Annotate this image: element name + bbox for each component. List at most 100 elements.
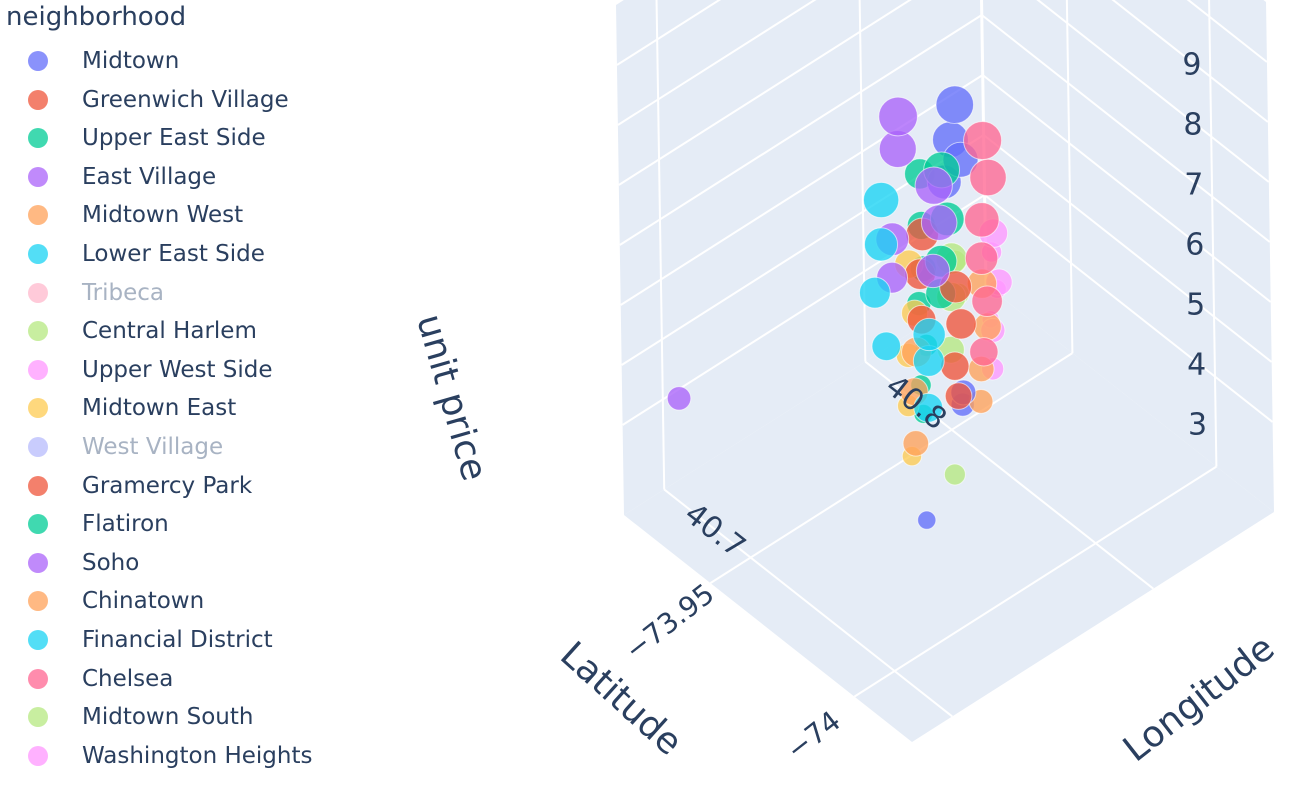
gridline: [1186, 0, 1268, 63]
gridline: [617, 0, 817, 126]
gridline: [980, 0, 988, 286]
data-point[interactable]: [944, 382, 973, 410]
legend-label: Tribeca: [82, 279, 165, 306]
legend-item[interactable]: Soho: [28, 544, 139, 582]
data-point[interactable]: [969, 158, 1007, 197]
data-point[interactable]: [863, 227, 899, 262]
gridline: [663, 488, 953, 718]
legend-item[interactable]: Chelsea: [28, 660, 173, 698]
z-tick-label: 3: [1188, 408, 1207, 443]
legend-item[interactable]: Midtown West: [28, 196, 243, 234]
legend-item[interactable]: Gramercy Park: [28, 467, 252, 505]
floor-plane: [624, 285, 1274, 742]
legend-item[interactable]: Greenwich Village: [28, 81, 289, 119]
legend-marker: [28, 668, 48, 689]
data-point[interactable]: [913, 392, 944, 423]
legend-label: Greenwich Village: [82, 86, 289, 113]
data-point[interactable]: [964, 241, 999, 276]
legend-marker: [28, 591, 48, 612]
legend-label: Chinatown: [82, 588, 205, 615]
gridline: [620, 74, 984, 306]
legend-marker: [28, 437, 48, 457]
legend-item[interactable]: Chinatown: [28, 582, 204, 620]
gridline: [1111, 0, 1269, 123]
z-axis-title: unit price: [408, 310, 494, 485]
legend-marker: [28, 745, 48, 766]
data-point[interactable]: [666, 386, 692, 411]
legend-label: Central Harlem: [82, 318, 257, 345]
legend-marker: [28, 398, 48, 419]
legend-item[interactable]: Midtown South: [28, 698, 253, 736]
legend-label: Flatiron: [82, 511, 169, 538]
data-point[interactable]: [943, 463, 966, 486]
legend-item[interactable]: Central Harlem: [28, 312, 257, 350]
legend-label: Midtown West: [82, 202, 244, 229]
legend-label: East Village: [82, 163, 217, 190]
x-tick-label: −73.95: [618, 577, 720, 667]
legend-marker: [28, 89, 48, 110]
data-point[interactable]: [964, 202, 1000, 238]
legend-item[interactable]: Midtown East: [28, 389, 236, 427]
data-point[interactable]: [973, 312, 1002, 341]
data-point[interactable]: [940, 351, 970, 381]
gridline: [616, 0, 722, 66]
legend-item[interactable]: Lower East Side: [28, 235, 265, 273]
data-point[interactable]: [917, 510, 937, 530]
legend-item[interactable]: Washington Heights: [28, 737, 312, 775]
gridline: [983, 134, 1273, 363]
z-tick-label: 5: [1186, 288, 1205, 323]
legend-item[interactable]: Flatiron: [28, 505, 169, 543]
legend-label: Midtown South: [82, 704, 254, 731]
data-point[interactable]: [912, 317, 946, 352]
gridline: [853, 465, 1217, 698]
legend-label: Upper West Side: [82, 356, 273, 383]
data-point[interactable]: [971, 285, 1003, 318]
legend-marker: [28, 475, 48, 496]
legend-label: Midtown: [82, 48, 180, 74]
legend-title: neighborhood: [6, 2, 187, 32]
legend-label: Gramercy Park: [82, 472, 253, 499]
data-point[interactable]: [858, 276, 891, 309]
legend-item[interactable]: West Village: [28, 428, 223, 466]
data-point[interactable]: [935, 85, 975, 124]
legend-item[interactable]: Upper West Side: [28, 351, 273, 389]
legend-item[interactable]: Financial District: [28, 621, 273, 659]
legend-marker: [28, 128, 48, 149]
legend-marker: [28, 630, 48, 650]
legend: neighborhood Midtown Greenwich Village Upp…: [0, 0, 360, 791]
gridline: [1036, 0, 1270, 183]
gridline: [1065, 0, 1074, 354]
gridline: [1208, 0, 1218, 467]
legend-label: Financial District: [82, 627, 273, 653]
y-axis-title: Longitude: [1116, 628, 1282, 771]
legend-label: Upper East Side: [82, 125, 266, 152]
z-tick-label: 8: [1183, 108, 1202, 143]
legend-item[interactable]: Upper East Side: [28, 119, 266, 157]
data-points: [666, 85, 1013, 530]
legend-label: Midtown East: [82, 395, 237, 422]
legend-item[interactable]: East Village: [28, 158, 216, 196]
data-point[interactable]: [871, 331, 902, 362]
data-point[interactable]: [963, 120, 1003, 161]
data-point[interactable]: [902, 430, 930, 457]
legend-marker: [28, 166, 48, 187]
data-point[interactable]: [878, 96, 918, 137]
data-point[interactable]: [945, 308, 977, 340]
z-tick-label: 7: [1184, 168, 1203, 203]
legend-marker: [28, 51, 48, 71]
data-point[interactable]: [969, 337, 999, 367]
legend-marker: [28, 359, 48, 380]
legend-label: Washington Heights: [82, 742, 313, 769]
gridline: [619, 14, 983, 246]
data-point[interactable]: [862, 181, 900, 219]
z-tick-label: 4: [1187, 348, 1206, 383]
data-point[interactable]: [915, 253, 951, 289]
gridline: [655, 0, 666, 490]
data-point[interactable]: [914, 166, 953, 205]
legend-item[interactable]: Tribeca: [28, 274, 164, 312]
data-point[interactable]: [920, 204, 958, 241]
legend-item[interactable]: Midtown: [28, 42, 179, 80]
legend-label: Chelsea: [82, 665, 174, 692]
gridline: [981, 14, 1271, 243]
